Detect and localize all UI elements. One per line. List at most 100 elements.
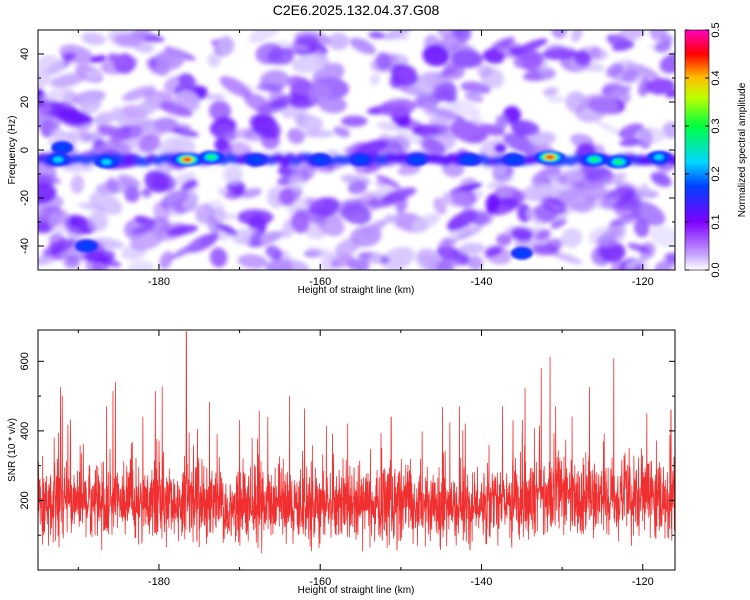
signal-peak-core (183, 157, 191, 162)
heatmap-cell (636, 183, 650, 200)
heatmap-y-axis-label: Frequency (Hz) (7, 116, 18, 185)
heatmap-cell (541, 196, 567, 215)
heatmap-cell (605, 63, 624, 78)
heatmap-signal-band (46, 141, 671, 260)
snr-frame (37, 329, 676, 571)
heatmap-cell (592, 172, 627, 189)
heatmap-cell (327, 32, 350, 51)
heatmap-x-tick-label: -160 (309, 276, 331, 288)
heatmap-cell (485, 176, 515, 189)
colorbar-gradient (684, 29, 710, 271)
heatmap-cell (219, 76, 251, 97)
heatmap-cell (381, 187, 417, 203)
heatmap-x-axis-label: Height of straight line (km) (298, 285, 415, 296)
signal-peak-core (546, 155, 554, 160)
heatmap-cell (223, 165, 243, 184)
heatmap-cell (38, 112, 61, 132)
heatmap-cell (650, 172, 672, 187)
heatmap-cell (347, 258, 370, 270)
heatmap-cell (38, 55, 63, 76)
heatmap-cell (127, 260, 155, 270)
heatmap-cell (287, 128, 305, 144)
heatmap-cell (395, 196, 408, 213)
signal-peak-core (249, 155, 263, 164)
heatmap-cell (460, 81, 492, 95)
heatmap-panel: -180 -160 -140 -120 -40 -20 0 20 40 Height of s… (7, 29, 676, 296)
signal-peak-core (589, 157, 599, 163)
signal-peak-core (614, 159, 623, 165)
heatmap-cell (485, 246, 503, 257)
heatmap-cell (172, 127, 199, 138)
heatmap-cell (378, 98, 417, 117)
snr-series-line (38, 331, 675, 554)
heatmap-cell (467, 255, 484, 270)
heatmap-cell (429, 109, 455, 127)
heatmap-cell (49, 73, 86, 88)
heatmap-cell (95, 181, 132, 195)
heatmap-cell (209, 247, 228, 268)
signal-peak-core (463, 155, 476, 164)
heatmap-y-tick-label: 0 (19, 147, 31, 153)
signal-peak-core (507, 155, 520, 164)
heatmap-cell (450, 120, 487, 144)
heatmap-cell (654, 41, 672, 53)
heatmap-cell (368, 31, 385, 39)
heatmap-cell (442, 191, 472, 208)
colorbar-tick-label: 0.5 (710, 22, 722, 37)
colorbar-tick-label: 0.4 (710, 70, 722, 85)
heatmap-cell (308, 83, 331, 105)
heatmap-cell (609, 213, 641, 227)
heatmap-cell (630, 200, 666, 226)
heatmap-cell (589, 226, 626, 248)
heatmap-cell (477, 64, 493, 78)
snr-x-axis-label: Height of straight line (km) (298, 585, 415, 596)
snr-y-ticks: 200 400 600 (19, 352, 675, 536)
snr-x-tick-label: -160 (309, 576, 331, 588)
heatmap-cell (540, 66, 556, 80)
heatmap-cell (275, 40, 311, 51)
snr-y-tick-label: 600 (19, 352, 31, 370)
signal-peak-core (53, 156, 64, 163)
heatmap-cell (397, 164, 422, 176)
heatmap-cell (48, 211, 71, 234)
heatmap-cell (496, 233, 513, 246)
heatmap-cell (606, 86, 630, 100)
colorbar-label: Normalized spectral amplitude (737, 82, 748, 217)
heatmap-cell (550, 218, 567, 229)
heatmap-cell (178, 73, 195, 88)
heatmap-cell (240, 188, 262, 199)
heatmap-cell (543, 87, 559, 97)
heatmap-cell (369, 73, 381, 86)
heatmap-cell (646, 78, 675, 95)
heatmap-cell (207, 52, 221, 68)
heatmap-cell (248, 30, 283, 44)
signal-peak-core (515, 249, 528, 257)
colorbar: 0.0 0.1 0.2 0.3 0.4 0.5 Normalized spectral a… (684, 22, 748, 278)
heatmap-cell (209, 100, 231, 122)
heatmap-cell (384, 214, 396, 224)
heatmap-cell (433, 82, 458, 102)
heatmap-cell (38, 182, 57, 204)
heatmap-cell (529, 131, 556, 147)
heatmap-cell (133, 30, 151, 38)
heatmap-cell (517, 203, 532, 223)
heatmap-cell (243, 92, 274, 114)
heatmap-cell (81, 32, 106, 46)
heatmap-cell (659, 53, 675, 74)
heatmap-cell (291, 54, 328, 74)
heatmap-cell (433, 197, 447, 215)
heatmap-cell (593, 120, 627, 138)
heatmap-cell (482, 48, 505, 64)
heatmap-x-tick-label: -140 (470, 276, 492, 288)
heatmap-cell (490, 36, 515, 51)
heatmap-cell (418, 136, 446, 156)
heatmap-cell (141, 188, 152, 198)
heatmap-cell (42, 237, 76, 257)
heatmap-cell (38, 103, 58, 118)
heatmap-cell (90, 55, 107, 63)
heatmap-cell (349, 37, 376, 55)
heatmap-cell (302, 129, 334, 138)
heatmap-cell (170, 241, 201, 260)
snr-x-tick-label: -140 (470, 576, 492, 588)
heatmap-cell (396, 129, 423, 145)
